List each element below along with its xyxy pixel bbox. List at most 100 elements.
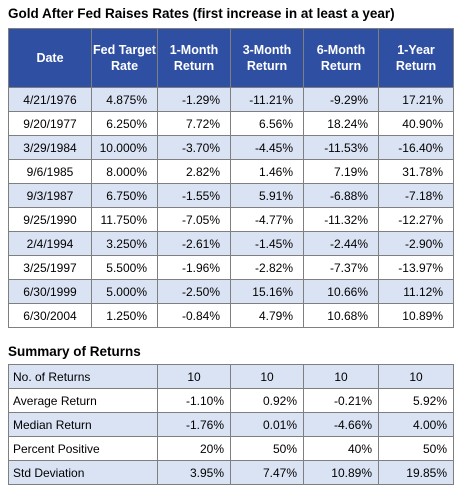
table-row: 9/25/1990 11.750% -7.05% -4.77% -11.32% -12.2…: [8, 207, 454, 232]
value-cell: 11.750%: [91, 207, 158, 232]
value-cell: -1.29%: [157, 87, 231, 112]
summary-value-cell: 3.95%: [157, 460, 231, 485]
summary-value-cell: 5.92%: [378, 388, 454, 413]
table-header-row: Date Fed Target Rate 1-Month Return 3-Month…: [8, 28, 454, 88]
value-cell: -4.77%: [230, 207, 304, 232]
summary-value-cell: 10: [230, 364, 304, 389]
value-cell: 5.500%: [91, 255, 158, 280]
summary-value-cell: 10: [303, 364, 379, 389]
date-cell: 9/6/1985: [8, 159, 92, 184]
value-cell: 6.56%: [230, 111, 304, 136]
value-cell: -11.53%: [303, 135, 379, 160]
value-cell: 3.250%: [91, 231, 158, 256]
value-cell: -7.05%: [157, 207, 231, 232]
value-cell: 5.000%: [91, 279, 158, 304]
summary-value-cell: 4.00%: [378, 412, 454, 437]
value-cell: -7.18%: [378, 183, 454, 208]
column-header: Fed Target Rate: [91, 28, 158, 88]
column-header: 6-Month Return: [303, 28, 379, 88]
value-cell: 10.68%: [303, 303, 379, 328]
date-cell: 3/25/1997: [8, 255, 92, 280]
value-cell: 4.875%: [91, 87, 158, 112]
value-cell: 7.72%: [157, 111, 231, 136]
value-cell: -2.61%: [157, 231, 231, 256]
summary-value-cell: 7.47%: [230, 460, 304, 485]
value-cell: -2.90%: [378, 231, 454, 256]
summary-value-cell: 20%: [157, 436, 231, 461]
value-cell: 4.79%: [230, 303, 304, 328]
value-cell: 10.000%: [91, 135, 158, 160]
value-cell: 7.19%: [303, 159, 379, 184]
date-cell: 6/30/1999: [8, 279, 92, 304]
summary-value-cell: 10: [157, 364, 231, 389]
date-cell: 9/3/1987: [8, 183, 92, 208]
value-cell: 1.250%: [91, 303, 158, 328]
date-cell: 6/30/2004: [8, 303, 92, 328]
summary-value-cell: 10.89%: [303, 460, 379, 485]
summary-value-cell: 0.92%: [230, 388, 304, 413]
summary-value-cell: 40%: [303, 436, 379, 461]
summary-value-cell: -1.10%: [157, 388, 231, 413]
table-row: 3/29/1984 10.000% -3.70% -4.45% -11.53% -16.4…: [8, 135, 454, 160]
table-row: 6/30/2004 1.250% -0.84% 4.79% 10.68% 10.89%: [8, 303, 454, 328]
summary-row: No. of Returns 10 10 10 10: [8, 364, 454, 389]
value-cell: -2.82%: [230, 255, 304, 280]
value-cell: -0.84%: [157, 303, 231, 328]
summary-row: Median Return -1.76% 0.01% -4.66% 4.00%: [8, 412, 454, 437]
column-header: Date: [8, 28, 92, 88]
summary-value-cell: 0.01%: [230, 412, 304, 437]
value-cell: 17.21%: [378, 87, 454, 112]
value-cell: 40.90%: [378, 111, 454, 136]
value-cell: 5.91%: [230, 183, 304, 208]
summary-value-cell: 50%: [230, 436, 304, 461]
value-cell: -7.37%: [303, 255, 379, 280]
date-cell: 4/21/1976: [8, 87, 92, 112]
value-cell: -1.55%: [157, 183, 231, 208]
column-header: 1-Year Return: [378, 28, 454, 88]
value-cell: -4.45%: [230, 135, 304, 160]
value-cell: 1.46%: [230, 159, 304, 184]
value-cell: 10.66%: [303, 279, 379, 304]
value-cell: -16.40%: [378, 135, 454, 160]
table-row: 4/21/1976 4.875% -1.29% -11.21% -9.29% 17.21%: [8, 87, 454, 112]
value-cell: 15.16%: [230, 279, 304, 304]
summary-value-cell: -1.76%: [157, 412, 231, 437]
summary-value-cell: -4.66%: [303, 412, 379, 437]
table-row: 3/25/1997 5.500% -1.96% -2.82% -7.37% -13.97%: [8, 255, 454, 280]
value-cell: -12.27%: [378, 207, 454, 232]
summary-row: Average Return -1.10% 0.92% -0.21% 5.92%: [8, 388, 454, 413]
value-cell: -13.97%: [378, 255, 454, 280]
value-cell: -1.96%: [157, 255, 231, 280]
date-cell: 9/25/1990: [8, 207, 92, 232]
value-cell: 10.89%: [378, 303, 454, 328]
summary-label-cell: No. of Returns: [8, 364, 158, 389]
summary-value-cell: 19.85%: [378, 460, 454, 485]
value-cell: -11.21%: [230, 87, 304, 112]
summary-value-cell: -0.21%: [303, 388, 379, 413]
table-row: 9/6/1985 8.000% 2.82% 1.46% 7.19% 31.78%: [8, 159, 454, 184]
summary-label-cell: Median Return: [8, 412, 158, 437]
value-cell: -9.29%: [303, 87, 379, 112]
summary-label-cell: Percent Positive: [8, 436, 158, 461]
value-cell: -1.45%: [230, 231, 304, 256]
table-title: Gold After Fed Raises Rates (first incre…: [8, 6, 395, 21]
date-cell: 9/20/1977: [8, 111, 92, 136]
summary-value-cell: 10: [378, 364, 454, 389]
summary-label-cell: Average Return: [8, 388, 158, 413]
table-row: 6/30/1999 5.000% -2.50% 15.16% 10.66% 11.12%: [8, 279, 454, 304]
summary-label-cell: Std Deviation: [8, 460, 158, 485]
value-cell: 31.78%: [378, 159, 454, 184]
summary-row: Percent Positive 20% 50% 40% 50%: [8, 436, 454, 461]
table-row: 9/20/1977 6.250% 7.72% 6.56% 18.24% 40.90%: [8, 111, 454, 136]
column-header: 3-Month Return: [230, 28, 304, 88]
table-row: 2/4/1994 3.250% -2.61% -1.45% -2.44% -2.90%: [8, 231, 454, 256]
value-cell: 2.82%: [157, 159, 231, 184]
value-cell: 11.12%: [378, 279, 454, 304]
summary-row: Std Deviation 3.95% 7.47% 10.89% 19.85%: [8, 460, 454, 485]
date-cell: 2/4/1994: [8, 231, 92, 256]
value-cell: 6.750%: [91, 183, 158, 208]
value-cell: -2.50%: [157, 279, 231, 304]
summary-value-cell: 50%: [378, 436, 454, 461]
value-cell: -3.70%: [157, 135, 231, 160]
date-cell: 3/29/1984: [8, 135, 92, 160]
